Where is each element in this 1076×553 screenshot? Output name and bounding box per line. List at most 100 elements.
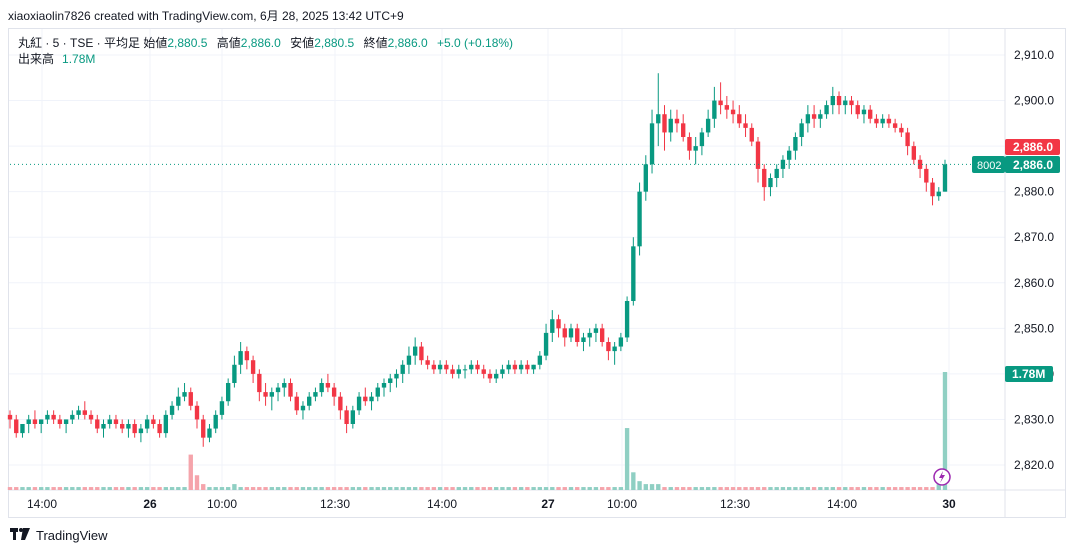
candle-body xyxy=(550,319,555,333)
candle-body xyxy=(126,424,131,429)
volume-bar xyxy=(531,487,536,490)
volume-bar xyxy=(275,487,281,490)
volume-bar xyxy=(169,487,175,490)
volume-bar xyxy=(631,472,636,490)
price-tick-label: 2,900.0 xyxy=(1014,94,1054,108)
candle-body xyxy=(942,164,948,192)
volume-bar xyxy=(207,487,212,490)
candle-body xyxy=(705,118,711,133)
volume-badge-label: 1.78M xyxy=(1012,367,1045,381)
volume-bar xyxy=(568,487,574,490)
volume-bar xyxy=(537,487,543,490)
volume-bar xyxy=(394,487,399,490)
candle-body xyxy=(7,414,13,420)
candle-body xyxy=(905,132,910,147)
candle-body xyxy=(132,424,137,434)
candle-body xyxy=(818,114,823,119)
volume-bar xyxy=(45,487,50,490)
volume-bar xyxy=(7,487,13,490)
candle-body xyxy=(275,387,281,393)
candle-body xyxy=(612,346,617,352)
candle-body xyxy=(419,346,424,361)
candle-body xyxy=(924,168,929,183)
volume-bar xyxy=(861,487,867,490)
candle-body xyxy=(188,392,193,406)
lightning-event-icon[interactable] xyxy=(933,468,951,486)
volume-bar xyxy=(749,487,754,490)
low-value: 2,880.5 xyxy=(314,36,355,50)
candle-body xyxy=(444,364,449,370)
candle-body xyxy=(26,419,31,424)
candle-body xyxy=(755,141,761,169)
candle-body xyxy=(213,414,218,429)
time-tick-label: 14:00 xyxy=(27,497,57,511)
volume-bar xyxy=(107,487,112,490)
candle-body xyxy=(687,137,692,151)
volume-bar xyxy=(456,487,461,490)
candle-body xyxy=(861,109,867,115)
symbol-label[interactable]: 丸紅 · 5 · TSE · 平均足 xyxy=(18,36,141,50)
candle-body xyxy=(300,405,306,411)
volume-bar xyxy=(892,487,898,490)
candle-body xyxy=(762,168,767,188)
candle-body xyxy=(113,419,119,424)
candle-body xyxy=(487,373,493,379)
volume-bar xyxy=(38,487,44,490)
volume-bar xyxy=(911,487,917,490)
tradingview-brand-text[interactable]: TradingView xyxy=(36,527,108,543)
volume-bar xyxy=(606,487,611,490)
volume-bar xyxy=(388,487,393,490)
candle-body xyxy=(518,364,524,370)
candle-body xyxy=(219,401,225,415)
candle-body xyxy=(512,364,518,370)
time-tick-label: 14:00 xyxy=(827,497,857,511)
volume-bar xyxy=(356,487,362,490)
candle-body xyxy=(144,419,150,429)
volume-bar xyxy=(662,487,667,490)
candle-body xyxy=(643,164,648,192)
volume-bar xyxy=(699,487,705,490)
candle-body xyxy=(836,96,842,106)
volume-label[interactable]: 出来高 xyxy=(18,52,55,66)
ohlc-row: 丸紅 · 5 · TSE · 平均足 始値2,880.5 高値2,886.0 安… xyxy=(18,35,519,51)
volume-bar xyxy=(805,487,811,490)
volume-bar xyxy=(512,487,518,490)
volume-bar xyxy=(412,487,418,490)
tradingview-logo-icon[interactable] xyxy=(10,527,30,543)
candle-body xyxy=(681,123,686,137)
candle-body xyxy=(120,424,125,429)
author-name: xiaoxiaolin7826 xyxy=(8,9,91,23)
volume-bar xyxy=(481,487,486,490)
volume-bar xyxy=(656,484,661,490)
candle-body xyxy=(774,168,779,178)
candle-body xyxy=(793,137,798,151)
chart-attribution: xiaoxiaolin7826 created with TradingView… xyxy=(8,7,404,24)
volume-bar xyxy=(406,487,412,490)
volume-bar xyxy=(942,372,948,490)
candle-body xyxy=(138,428,144,434)
volume-bar xyxy=(755,487,761,490)
volume-bar xyxy=(768,487,773,490)
candle-body xyxy=(201,419,206,438)
candle-body xyxy=(531,364,536,370)
volume-bar xyxy=(338,487,343,490)
time-tick-label: 10:00 xyxy=(607,497,637,511)
close-label: 終値 xyxy=(363,36,388,50)
volume-bar xyxy=(799,487,804,490)
candle-body xyxy=(743,123,748,128)
chart-frame[interactable] xyxy=(8,28,1066,518)
last-price-tag-red: 2,886.0 xyxy=(1005,139,1060,155)
volume-bar xyxy=(724,487,730,490)
volume-bar xyxy=(288,487,293,490)
candle-body xyxy=(506,364,511,370)
volume-bar xyxy=(225,487,231,490)
time-tick-label: 12:30 xyxy=(320,497,350,511)
volume-bar xyxy=(469,487,474,490)
price-tick-label: 2,870.0 xyxy=(1014,230,1054,244)
volume-bar xyxy=(363,487,368,490)
candle-body xyxy=(350,410,356,424)
volume-bar xyxy=(14,487,19,490)
volume-bar xyxy=(76,487,81,490)
volume-bar xyxy=(562,487,567,490)
